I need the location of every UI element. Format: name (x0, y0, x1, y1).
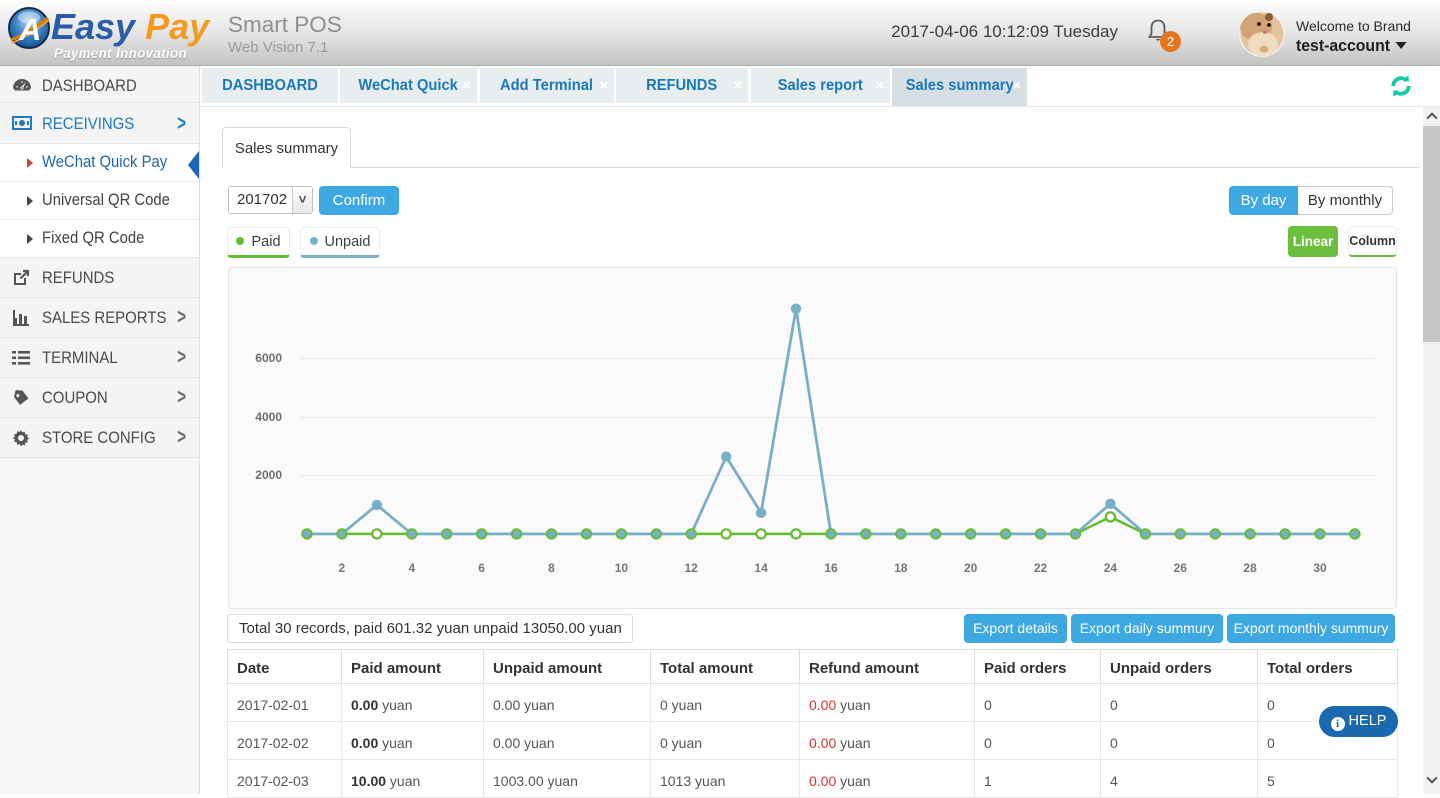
svg-text:A: A (18, 12, 41, 47)
